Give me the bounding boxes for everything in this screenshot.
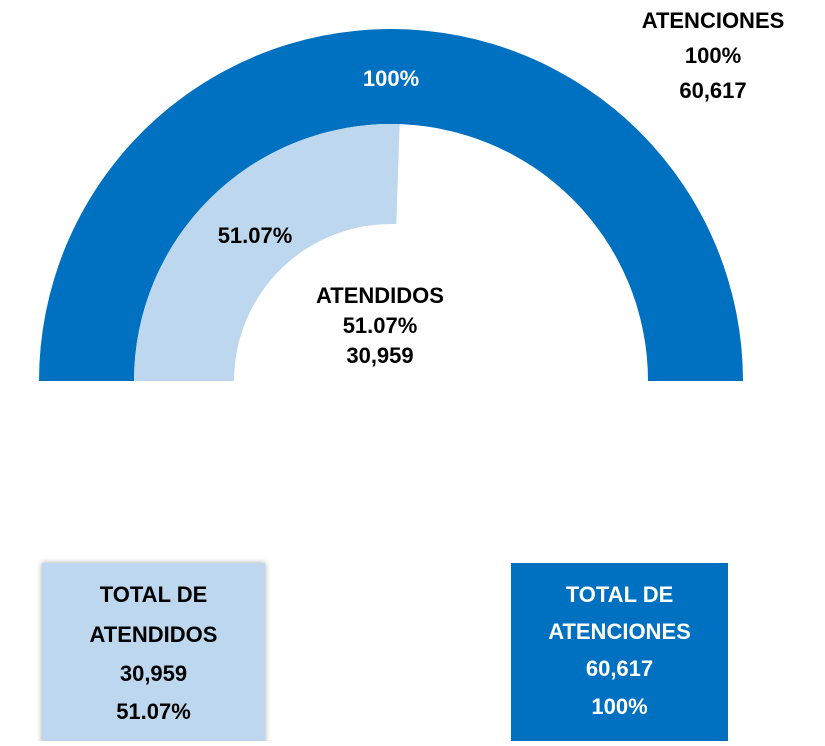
gauge-arc — [39, 29, 743, 381]
card-box — [511, 563, 728, 746]
annotation: ATENCIONES — [642, 8, 785, 33]
annotation: 60,617 — [679, 78, 746, 103]
labels: 100% 51.07% ATENDIDOS 51.07% 30,959 ATENCIONE… — [218, 8, 785, 368]
card-text: TOTAL DE — [566, 582, 674, 607]
ring-label: 51.07% — [218, 223, 293, 248]
card-text: ATENDIDOS — [90, 622, 218, 647]
card-text: ATENCIONES — [548, 619, 691, 644]
card-text: 100% — [591, 694, 647, 719]
annotation: 30,959 — [346, 343, 413, 368]
card: TOTAL DE ATENDIDOS 30,959 51.07% — [42, 563, 265, 746]
card: TOTAL DE ATENCIONES 60,617 100% — [511, 563, 728, 746]
card-text: 60,617 — [586, 656, 653, 681]
card-box — [42, 563, 265, 746]
ring-label: 100% — [363, 66, 419, 91]
gauge — [39, 29, 743, 381]
annotation: 100% — [685, 43, 741, 68]
card-text: TOTAL DE — [100, 582, 208, 607]
annotation: ATENDIDOS — [316, 283, 444, 308]
annotation: 51.07% — [343, 313, 418, 338]
gauge-arc — [134, 123, 400, 381]
card-text: 51.07% — [116, 699, 191, 724]
card-text: 30,959 — [120, 661, 187, 686]
